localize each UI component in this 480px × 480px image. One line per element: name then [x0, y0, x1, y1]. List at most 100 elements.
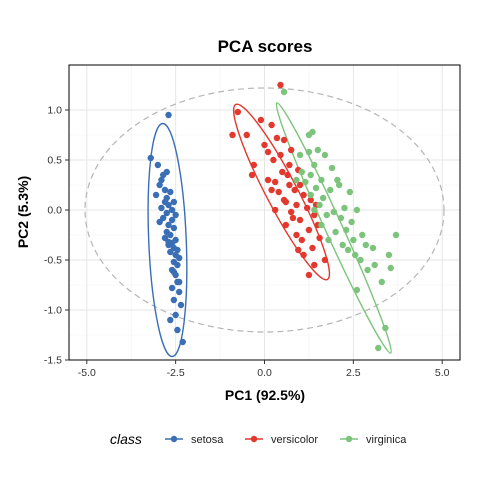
point-versicolor: [248, 171, 256, 179]
point-setosa: [172, 311, 179, 319]
point-setosa: [175, 288, 183, 296]
point-versicolor: [250, 161, 258, 169]
legend-item-versicolor: versicolor: [245, 434, 318, 446]
point-versicolor: [277, 81, 284, 89]
point-virginica: [353, 286, 361, 294]
point-virginica: [378, 278, 385, 286]
point-virginica: [337, 214, 345, 222]
point-virginica: [387, 264, 394, 272]
point-setosa: [167, 248, 174, 256]
point-virginica: [382, 324, 389, 332]
point-virginica: [293, 176, 300, 184]
point-virginica: [339, 241, 346, 249]
point-setosa: [156, 181, 163, 189]
y-tick-label: -0.5: [44, 255, 62, 267]
point-virginica: [346, 188, 354, 196]
point-versicolor: [284, 171, 291, 179]
legend-label-setosa: setosa: [191, 434, 224, 446]
point-virginica: [392, 231, 400, 239]
point-setosa: [167, 316, 174, 324]
x-tick-label: 5.0: [435, 367, 450, 379]
point-virginica: [348, 218, 355, 226]
point-virginica: [298, 168, 306, 176]
series-setosa: [147, 111, 186, 346]
point-setosa: [163, 209, 170, 217]
point-virginica: [302, 178, 309, 186]
point-virginica: [311, 161, 318, 169]
point-versicolor: [280, 136, 288, 144]
point-versicolor: [271, 178, 279, 186]
point-versicolor: [275, 188, 282, 196]
confidence-circle-layer: [84, 87, 445, 333]
point-virginica: [296, 151, 304, 159]
point-virginica: [371, 261, 378, 269]
point-versicolor: [257, 116, 265, 124]
point-virginica: [344, 246, 352, 254]
point-setosa: [168, 206, 176, 214]
point-versicolor: [303, 204, 311, 212]
point-versicolor: [261, 141, 268, 149]
axis-ticks: -5.0 -2.5 0.0 2.5 5.0 -1.5 -1.0 -0.5 0.0 0.5 1.0: [44, 105, 450, 380]
point-versicolor: [286, 181, 293, 189]
point-setosa: [165, 238, 172, 246]
point-virginica: [318, 221, 325, 229]
point-versicolor: [291, 186, 298, 194]
point-virginica: [323, 211, 330, 219]
point-versicolor: [287, 146, 295, 154]
point-setosa: [172, 211, 179, 219]
point-virginica: [334, 176, 341, 184]
point-versicolor: [277, 151, 284, 159]
point-setosa: [167, 188, 174, 196]
point-virginica: [325, 236, 332, 244]
y-tick-label: 0.5: [47, 155, 62, 167]
legend-title: class: [110, 431, 142, 447]
point-setosa: [165, 111, 172, 119]
point-versicolor: [293, 231, 300, 239]
point-versicolor: [298, 236, 306, 244]
point-virginica: [343, 226, 350, 234]
legend-item-setosa: setosa: [165, 434, 224, 446]
point-virginica: [362, 241, 370, 249]
point-virginica: [351, 251, 359, 259]
point-setosa: [170, 224, 178, 232]
point-setosa: [158, 176, 165, 184]
point-versicolor: [271, 206, 279, 214]
y-tick-label: 0.0: [47, 205, 62, 217]
point-setosa: [161, 198, 169, 206]
point-setosa: [168, 284, 176, 292]
point-versicolor: [316, 234, 323, 242]
point-versicolor: [279, 168, 286, 176]
point-versicolor: [311, 211, 318, 219]
point-virginica: [307, 171, 314, 179]
point-virginica: [357, 256, 364, 264]
point-setosa: [174, 261, 181, 269]
class-ellipses: [147, 102, 392, 358]
x-tick-label: -2.5: [167, 367, 185, 379]
legend-label-virginica: virginica: [366, 434, 407, 446]
ellipse-virginica: [275, 102, 392, 354]
ellipse-versicolor: [232, 103, 331, 281]
point-virginica: [364, 266, 371, 274]
point-virginica: [307, 191, 314, 199]
point-versicolor: [311, 261, 318, 269]
legend-marker-versicolor: [250, 435, 258, 443]
point-virginica: [350, 236, 357, 244]
point-versicolor: [307, 196, 314, 204]
point-setosa: [156, 218, 163, 226]
point-virginica: [311, 206, 318, 214]
point-virginica: [305, 148, 313, 156]
point-setosa: [175, 254, 183, 262]
point-virginica: [385, 251, 393, 259]
y-tick-label: 1.0: [47, 105, 62, 117]
legend-items: setosa versicolor virginica: [165, 434, 407, 446]
point-versicolor: [300, 251, 307, 259]
x-axis-label: PC1 (92.5%): [225, 387, 305, 403]
point-versicolor: [282, 221, 290, 229]
point-versicolor: [229, 131, 236, 139]
point-versicolor: [286, 161, 293, 169]
point-virginica: [312, 184, 320, 192]
y-axis-label: PC2 (5.3%): [15, 176, 31, 248]
point-setosa: [167, 231, 174, 239]
point-versicolor: [305, 226, 313, 234]
